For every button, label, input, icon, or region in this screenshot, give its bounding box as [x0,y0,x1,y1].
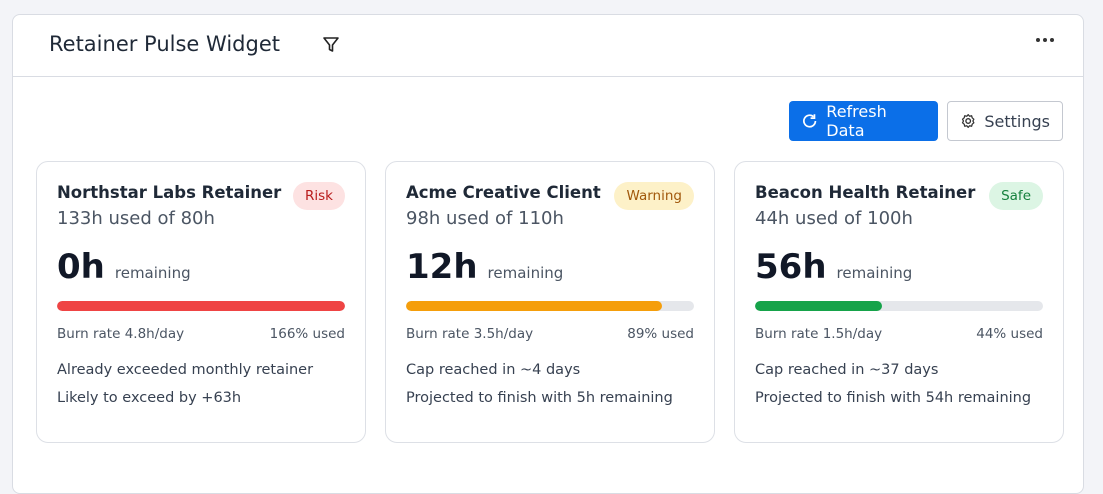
usage-text: 98h used of 110h [406,208,564,229]
remaining-label: remaining [114,264,191,282]
progress-track [406,301,694,311]
card-name: Beacon Health Retainer [755,183,976,202]
settings-label: Settings [984,111,1050,131]
remaining-hours: 56h [755,247,827,287]
widget-panel: Retainer Pulse Widget Refresh Data Setti… [12,14,1084,494]
progress-fill [57,301,345,311]
burn-rate: Burn rate 1.5h/day [755,326,883,342]
used-percent: 44% used [976,326,1043,342]
retainer-card: Northstar Labs Retainer Risk 133h used of … [36,161,366,443]
widget-header: Retainer Pulse Widget [13,15,1083,77]
usage-text: 133h used of 80h [57,208,215,229]
card-list: Northstar Labs Retainer Risk 133h used of … [36,161,1064,443]
burn-rate: Burn rate 3.5h/day [406,326,534,342]
status-badge: Risk [293,182,345,210]
page: Retainer Pulse Widget Refresh Data Setti… [12,14,1084,494]
usage-text: 44h used of 100h [755,208,913,229]
remaining-label: remaining [836,264,913,282]
status-badge: Warning [614,182,694,210]
remaining-hours: 0h [57,247,105,287]
refresh-icon [803,114,817,128]
remaining-row: 0h remaining [57,247,345,287]
remaining-row: 12h remaining [406,247,694,287]
settings-icon [961,113,975,129]
burn-rate: Burn rate 4.8h/day [57,326,185,342]
forecast-note: Projected to finish with 54h remaining [755,390,1032,406]
retainer-card: Beacon Health Retainer Safe 44h used of 10… [734,161,1064,443]
refresh-label: Refresh Data [826,102,887,140]
used-percent: 89% used [627,326,694,342]
stats-row: Burn rate 3.5h/day 89% used [406,326,694,342]
filter-icon[interactable] [322,36,340,54]
forecast-note: Cap reached in ~4 days [406,362,581,378]
stats-row: Burn rate 4.8h/day 166% used [57,326,345,342]
remaining-hours: 12h [406,247,478,287]
remaining-label: remaining [487,264,564,282]
progress-track [755,301,1043,311]
forecast-note: Projected to finish with 5h remaining [406,390,673,406]
used-percent: 166% used [269,326,345,342]
widget-title: Retainer Pulse Widget [49,32,280,56]
forecast-note: Cap reached in ~37 days [755,362,939,378]
stats-row: Burn rate 1.5h/day 44% used [755,326,1043,342]
forecast-note: Already exceeded monthly retainer [57,362,314,378]
progress-fill [755,301,882,311]
status-badge: Safe [989,182,1043,210]
forecast-note: Likely to exceed by +63h [57,390,242,406]
card-name: Northstar Labs Retainer [57,183,282,202]
progress-track [57,301,345,311]
settings-button[interactable]: Settings [947,101,1063,141]
progress-fill [406,301,663,311]
remaining-row: 56h remaining [755,247,1043,287]
retainer-card: Acme Creative Client Warning 98h used of 1… [385,161,715,443]
refresh-button[interactable]: Refresh Data [789,101,938,141]
more-menu[interactable] [1035,37,1055,43]
card-name: Acme Creative Client [406,183,601,202]
